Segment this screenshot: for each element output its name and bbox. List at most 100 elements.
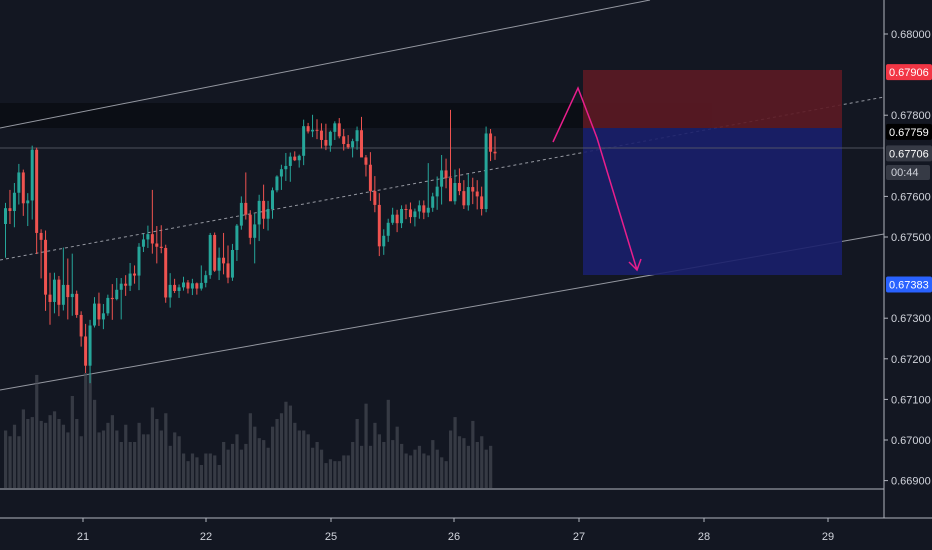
candle-body: [101, 313, 105, 320]
volume-bar: [395, 426, 399, 488]
volume-bar: [266, 447, 270, 488]
volume-bar: [377, 434, 381, 488]
candle-body: [239, 202, 243, 226]
time-tick-label: 28: [698, 531, 710, 543]
candle-body: [75, 293, 79, 315]
volume-bar: [346, 455, 350, 488]
candle-body: [26, 200, 30, 204]
price-tick-label: 0.68000: [891, 29, 931, 41]
candle-body: [128, 273, 132, 286]
volume-bar: [21, 409, 25, 488]
volume-bar: [253, 426, 257, 488]
time-axis[interactable]: 21 22 25 26 27 28 29: [77, 518, 834, 543]
projection-path[interactable]: [552, 86, 638, 271]
volume-bar: [168, 445, 172, 488]
volume-bar: [279, 413, 284, 488]
volume-bar: [164, 413, 168, 488]
volume-bar: [355, 419, 359, 488]
volume-bar: [262, 440, 266, 488]
volume-bar: [360, 445, 364, 488]
countdown-bg: [886, 165, 930, 180]
price-label-text: 0.67906: [889, 67, 929, 79]
candle-body: [279, 169, 283, 177]
candle-body: [164, 247, 168, 298]
volume-bar: [449, 430, 453, 488]
candle-body: [84, 336, 88, 366]
volume-bar: [453, 417, 457, 488]
candle-body: [489, 133, 493, 152]
volume-bar: [88, 373, 92, 488]
time-tick-label: 27: [573, 531, 585, 543]
take-profit-zone[interactable]: [583, 128, 842, 275]
volume-bar: [484, 449, 488, 488]
candle-body: [155, 243, 159, 247]
candle-body: [88, 325, 92, 366]
volume-bar: [173, 432, 177, 488]
volume-bar: [17, 436, 21, 488]
volume-bar: [275, 419, 279, 488]
volume-bar: [141, 434, 146, 488]
volume-bar: [422, 453, 426, 488]
volume-bar: [333, 461, 337, 488]
volume-bar: [12, 424, 17, 488]
time-tick-label: 29: [822, 531, 834, 543]
candle-body: [208, 234, 212, 276]
price-axis[interactable]: 0.68000 0.67800 0.67600 0.67500 0.67300 0.672…: [884, 29, 931, 488]
candle-body: [302, 126, 306, 156]
volume-bar: [382, 442, 386, 488]
candle-body: [426, 207, 430, 213]
price-label-bg: [886, 276, 932, 293]
candle-body: [248, 214, 252, 238]
candle-body: [124, 283, 128, 286]
volume-bar: [319, 449, 324, 488]
candle-body: [453, 183, 457, 202]
candle-body: [413, 211, 417, 218]
volume-bar: [97, 432, 101, 488]
volume-bar: [101, 430, 106, 488]
candle-body: [493, 151, 497, 154]
time-tick-label: 26: [448, 531, 460, 543]
volume-bar: [400, 443, 404, 488]
stop-loss-zone[interactable]: [583, 70, 842, 128]
candle-body: [61, 284, 65, 305]
volume-bar: [462, 438, 466, 488]
candle-body: [360, 130, 363, 158]
volume-bar: [57, 419, 61, 488]
candle-body: [462, 191, 466, 206]
price-tick-label: 0.67100: [891, 394, 931, 406]
candle-body: [422, 205, 426, 213]
volume-bar: [248, 413, 252, 488]
candle-body: [386, 222, 390, 236]
candle-body: [306, 126, 310, 132]
volume-bar: [190, 453, 195, 488]
candle-body: [110, 297, 114, 300]
volume-bar: [222, 442, 226, 488]
candle-body: [182, 282, 185, 288]
projection-arrowhead: [628, 258, 642, 272]
volume-bar: [66, 432, 70, 488]
candle-body: [293, 156, 297, 161]
volume-bar: [440, 457, 444, 488]
volume-bar: [93, 399, 97, 488]
volume-bar: [373, 422, 377, 488]
candle-body: [395, 214, 399, 224]
candle-body: [106, 297, 110, 314]
volume-bar: [444, 461, 448, 488]
candle-body: [119, 283, 123, 290]
volume-bar: [75, 419, 79, 488]
volume-bar: [435, 449, 439, 488]
candle-body: [17, 172, 21, 193]
candle-body: [475, 191, 479, 197]
volume-bar: [137, 422, 141, 488]
candle-body: [213, 234, 217, 271]
volume-bar: [119, 442, 123, 488]
volume-bar: [186, 461, 190, 488]
volume-bar: [408, 455, 413, 488]
volume-bar: [257, 438, 261, 488]
candle-body: [484, 133, 488, 209]
price-tick-label: 0.67500: [891, 232, 931, 244]
volume-bar: [204, 453, 208, 488]
volume-bar: [466, 445, 470, 488]
